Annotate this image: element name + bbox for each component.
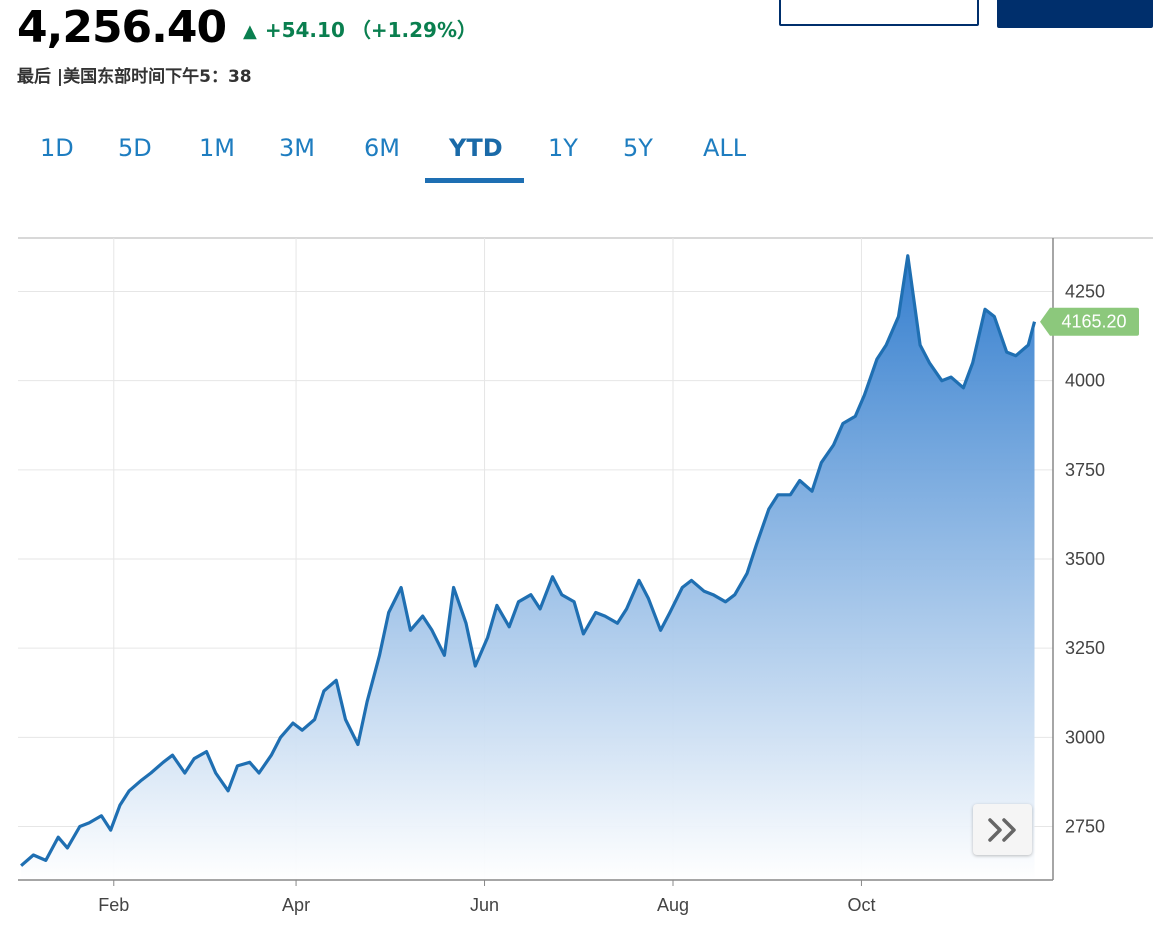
price-line — [20, 254, 1037, 867]
last-value-text: 4165.20 — [1061, 312, 1126, 332]
last-price: 4,256.40 — [17, 2, 227, 53]
tab-6m[interactable]: 6M — [364, 134, 400, 162]
last-value-label: 4165.20 — [1040, 307, 1139, 336]
price-change: ▲ +54.10 （+1.29%） — [243, 14, 477, 43]
outline-button[interactable] — [779, 0, 979, 26]
change-value: +54.10 — [264, 18, 345, 42]
x-tick-label: Apr — [282, 895, 310, 915]
last-updated-time: 最后 |美国东部时间下午5：38 — [17, 67, 252, 87]
y-tick-label: 2750 — [1065, 817, 1105, 837]
chart-axes — [18, 238, 1054, 886]
tab-1y[interactable]: 1Y — [548, 134, 578, 162]
tab-5d[interactable]: 5D — [118, 134, 152, 162]
expand-chart-button[interactable] — [973, 804, 1032, 855]
y-tick-label: 3250 — [1065, 638, 1105, 658]
y-tick-label: 4250 — [1065, 282, 1105, 302]
quote-header: 4,256.40 ▲ +54.10 （+1.29%） 最后 |美国东部时间下午5：3… — [0, 0, 1165, 100]
change-percent: （+1.29%） — [350, 18, 478, 42]
price-area — [21, 255, 1035, 881]
x-tick-label: Jun — [470, 895, 499, 915]
x-tick-label: Oct — [847, 895, 875, 915]
y-tick-label: 3750 — [1065, 460, 1105, 480]
chart-labels: 2750 3000 3250 3500 3750 4000 4250 Feb Apr Jun Aug… — [98, 282, 1139, 915]
active-tab-indicator — [425, 178, 524, 183]
y-tick-label: 3000 — [1065, 727, 1105, 747]
y-tick-label: 4000 — [1065, 371, 1105, 391]
y-tick-label: 3500 — [1065, 549, 1105, 569]
tab-3m[interactable]: 3M — [279, 134, 315, 162]
last-value-badge — [1040, 307, 1139, 336]
x-tick-label: Aug — [657, 895, 689, 915]
double-chevron-right-icon — [987, 817, 1016, 842]
primary-button[interactable] — [997, 0, 1153, 28]
tab-all[interactable]: ALL — [703, 134, 747, 162]
time-range-tabs: 1D 5D 1M 3M 6M YTD 1Y 5Y ALL — [0, 126, 800, 186]
up-arrow-icon: ▲ — [243, 21, 257, 42]
price-chart: 2750 3000 3250 3500 3750 4000 4250 Feb Apr Jun Aug… — [18, 237, 1153, 915]
tab-5y[interactable]: 5Y — [623, 134, 653, 162]
tab-1m[interactable]: 1M — [199, 134, 235, 162]
x-tick-label: Feb — [98, 895, 129, 915]
tab-1d[interactable]: 1D — [40, 134, 74, 162]
tab-ytd[interactable]: YTD — [449, 134, 503, 162]
